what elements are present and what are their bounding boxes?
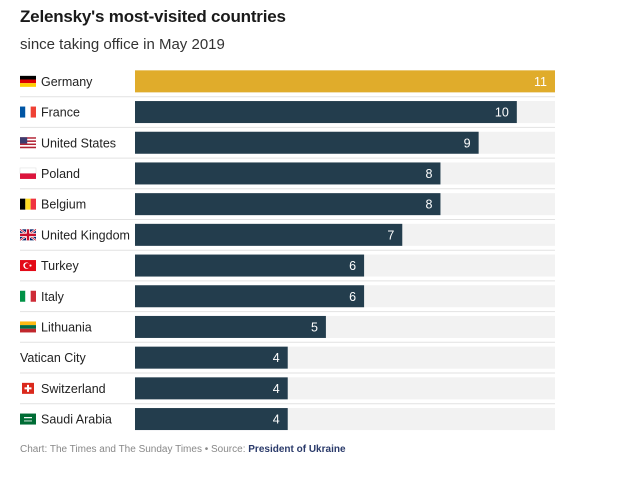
value-label: 10 — [495, 106, 509, 120]
flag-united-kingdom-icon — [19, 228, 37, 242]
bar — [135, 346, 288, 369]
bar — [135, 131, 479, 154]
bar — [135, 101, 517, 124]
flag-germany-icon — [20, 75, 36, 87]
flag-lithuania-icon — [20, 321, 36, 333]
value-label: 4 — [273, 382, 280, 396]
bar-row: Belgium 8 — [20, 193, 555, 220]
value-label: 4 — [273, 351, 280, 365]
category-label: United Kingdom — [41, 228, 130, 242]
bar-row: United Kingdom 7 — [19, 223, 555, 251]
value-label: 5 — [311, 320, 318, 334]
chart-footer: Chart: The Times and The Sunday Times • … — [20, 444, 346, 455]
bar — [135, 162, 441, 185]
value-label: 7 — [387, 228, 394, 242]
source-link[interactable]: President of Ukraine — [248, 444, 346, 455]
bar-row: France 10 — [20, 101, 555, 128]
category-label: Switzerland — [41, 382, 106, 396]
flag-italy-icon — [20, 290, 36, 302]
category-label: Poland — [41, 167, 80, 181]
bar — [135, 254, 365, 277]
category-label: Italy — [41, 290, 65, 304]
value-label: 11 — [534, 75, 547, 89]
bar — [135, 223, 403, 246]
bar — [135, 315, 326, 338]
bar — [135, 285, 365, 308]
bar — [135, 408, 288, 431]
chart-title: Zelensky's most-visited countries — [20, 7, 286, 26]
bar — [135, 70, 555, 93]
category-label: United States — [41, 136, 116, 150]
category-label: Vatican City — [20, 351, 87, 365]
flag-united-states-icon — [20, 137, 36, 149]
value-label: 6 — [349, 290, 356, 304]
category-label: Turkey — [41, 259, 79, 273]
flag-saudi-arabia-icon — [20, 413, 36, 425]
category-label: Saudi Arabia — [41, 413, 112, 427]
bar-row: Saudi Arabia 4 — [20, 408, 555, 431]
value-label: 9 — [464, 136, 471, 150]
chart-credit: Chart: The Times and The Sunday Times — [20, 444, 202, 455]
chart-subtitle: since taking office in May 2019 — [20, 36, 225, 53]
bar-row: Turkey 6 — [20, 254, 555, 282]
footer-separator: • — [201, 444, 212, 455]
flag-poland-icon — [19, 167, 37, 179]
category-label: Germany — [41, 75, 93, 89]
flag-turkey-icon — [20, 260, 36, 272]
category-label: Lithuania — [41, 320, 92, 334]
flag-belgium-icon — [20, 198, 36, 210]
bar-row: Germany 11 — [20, 70, 555, 98]
value-label: 8 — [426, 167, 433, 181]
value-label: 6 — [349, 259, 356, 273]
bar-row: Poland 8 — [19, 162, 555, 190]
bar-row: United States 9 — [20, 131, 555, 159]
bar-row: Switzerland 4 — [20, 377, 555, 405]
value-label: 8 — [426, 198, 433, 212]
flag-switzerland-icon — [22, 382, 34, 394]
source-prefix: Source: — [211, 444, 249, 455]
category-label: Belgium — [41, 198, 86, 212]
bar — [135, 377, 288, 400]
bar — [135, 193, 441, 216]
bar-row: Lithuania 5 — [20, 315, 555, 343]
bar-row: Vatican City 4 — [20, 346, 555, 374]
bar-row: Italy 6 — [20, 285, 555, 313]
category-label: France — [41, 106, 80, 120]
value-label: 4 — [273, 413, 280, 427]
flag-france-icon — [20, 106, 36, 118]
